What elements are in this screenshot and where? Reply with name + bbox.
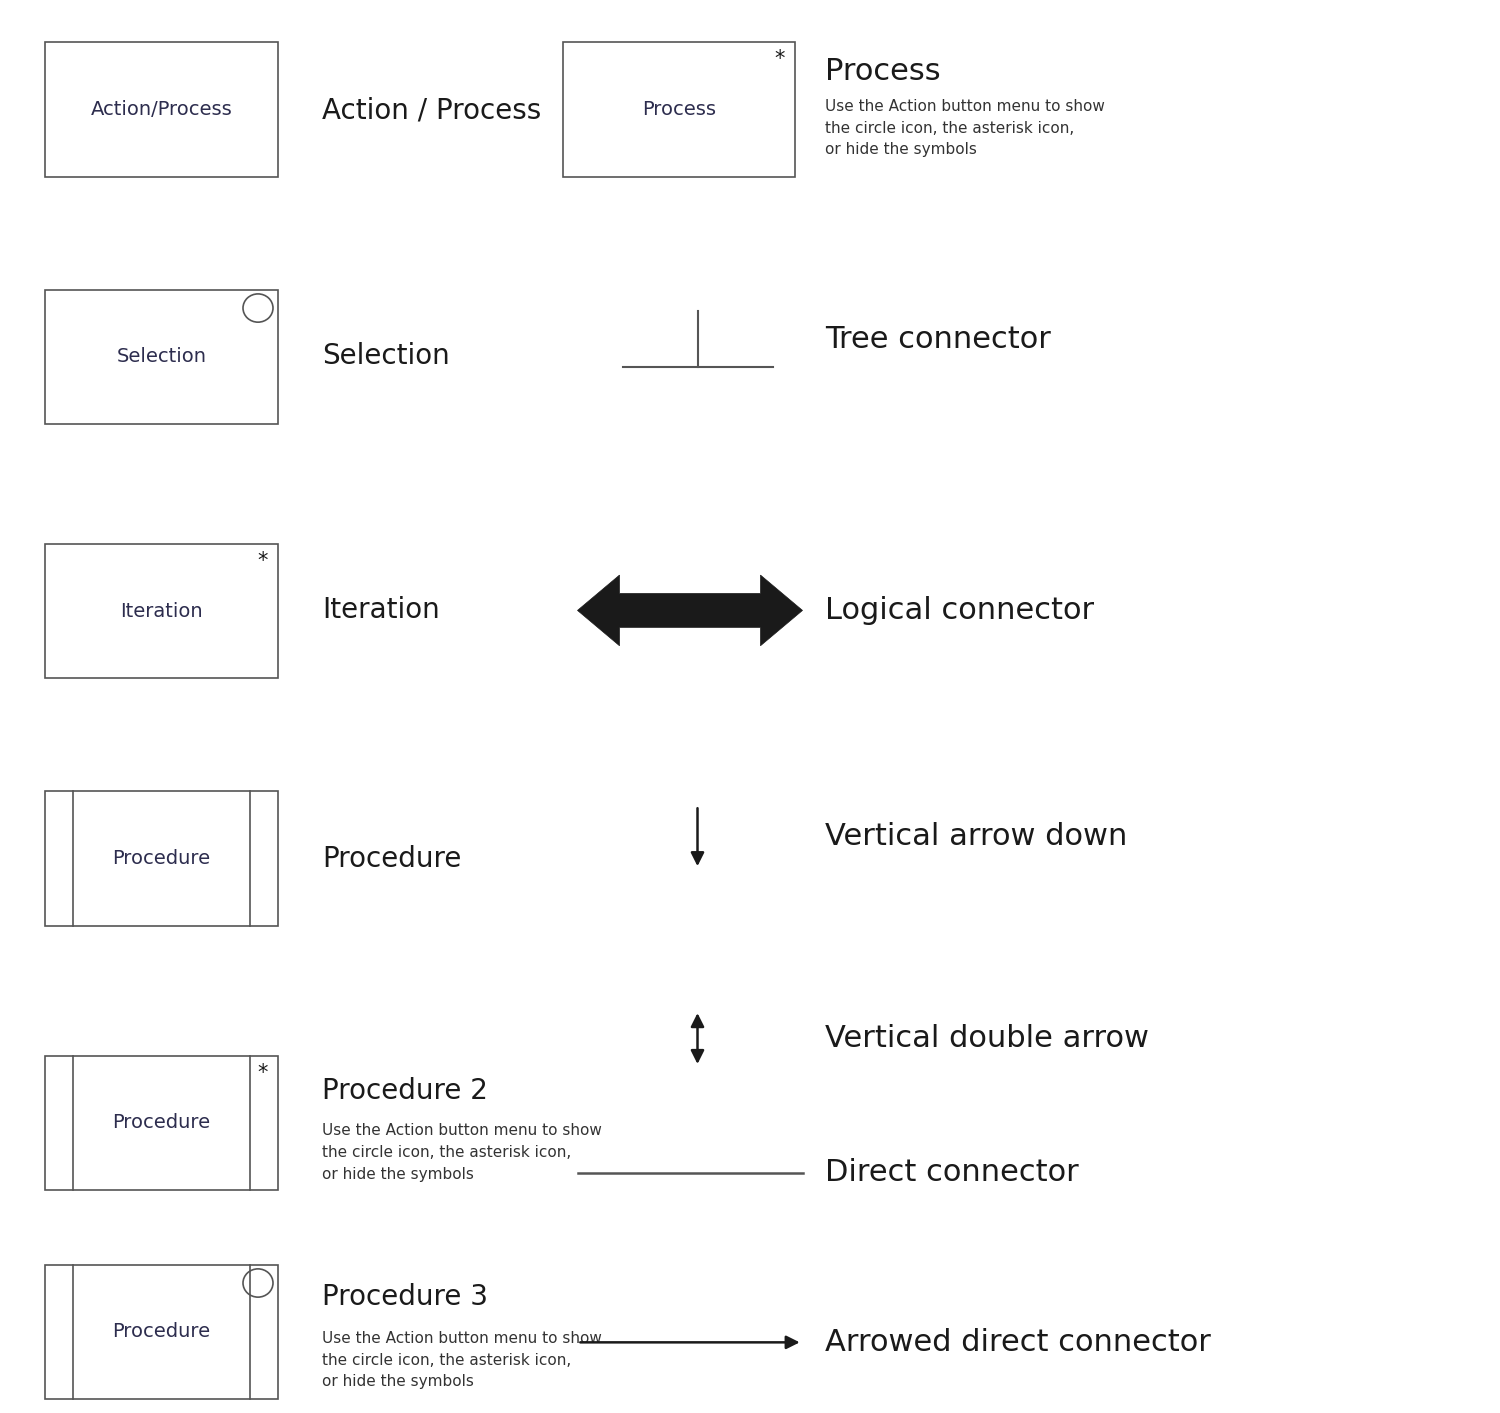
Text: Procedure 2: Procedure 2: [322, 1077, 489, 1105]
Text: Iteration: Iteration: [120, 602, 202, 620]
Bar: [45, 1056, 278, 1190]
Text: Process: Process: [642, 100, 716, 119]
Text: Vertical arrow down: Vertical arrow down: [825, 822, 1128, 851]
Text: Use the Action button menu to show
the circle icon, the asterisk icon,
or hide t: Use the Action button menu to show the c…: [322, 1123, 603, 1181]
Bar: [562, 42, 795, 177]
Text: Selection: Selection: [117, 348, 206, 366]
Text: *: *: [258, 1063, 267, 1082]
Bar: [45, 42, 278, 177]
Text: Procedure 3: Procedure 3: [322, 1283, 489, 1311]
Text: Procedure: Procedure: [112, 849, 210, 868]
Bar: [45, 791, 278, 926]
Text: Logical connector: Logical connector: [825, 596, 1094, 625]
Text: Action / Process: Action / Process: [322, 96, 542, 124]
Text: Vertical double arrow: Vertical double arrow: [825, 1024, 1149, 1053]
Text: Procedure: Procedure: [112, 1323, 210, 1341]
Bar: [45, 544, 278, 678]
Text: Procedure: Procedure: [322, 845, 462, 873]
Text: Action/Process: Action/Process: [90, 100, 232, 119]
Text: Use the Action button menu to show
the circle icon, the asterisk icon,
or hide t: Use the Action button menu to show the c…: [322, 1331, 603, 1389]
Text: Process: Process: [825, 57, 940, 86]
Text: Tree connector: Tree connector: [825, 325, 1052, 353]
Text: Use the Action button menu to show
the circle icon, the asterisk icon,
or hide t: Use the Action button menu to show the c…: [825, 99, 1106, 157]
Bar: [45, 1265, 278, 1399]
Text: Iteration: Iteration: [322, 596, 441, 625]
Text: Arrowed direct connector: Arrowed direct connector: [825, 1328, 1210, 1356]
Text: *: *: [258, 551, 267, 571]
Text: Direct connector: Direct connector: [825, 1159, 1078, 1187]
Text: *: *: [776, 49, 784, 69]
Text: Selection: Selection: [322, 342, 450, 370]
Bar: [45, 290, 278, 424]
Polygon shape: [578, 575, 802, 646]
Text: Procedure: Procedure: [112, 1113, 210, 1132]
